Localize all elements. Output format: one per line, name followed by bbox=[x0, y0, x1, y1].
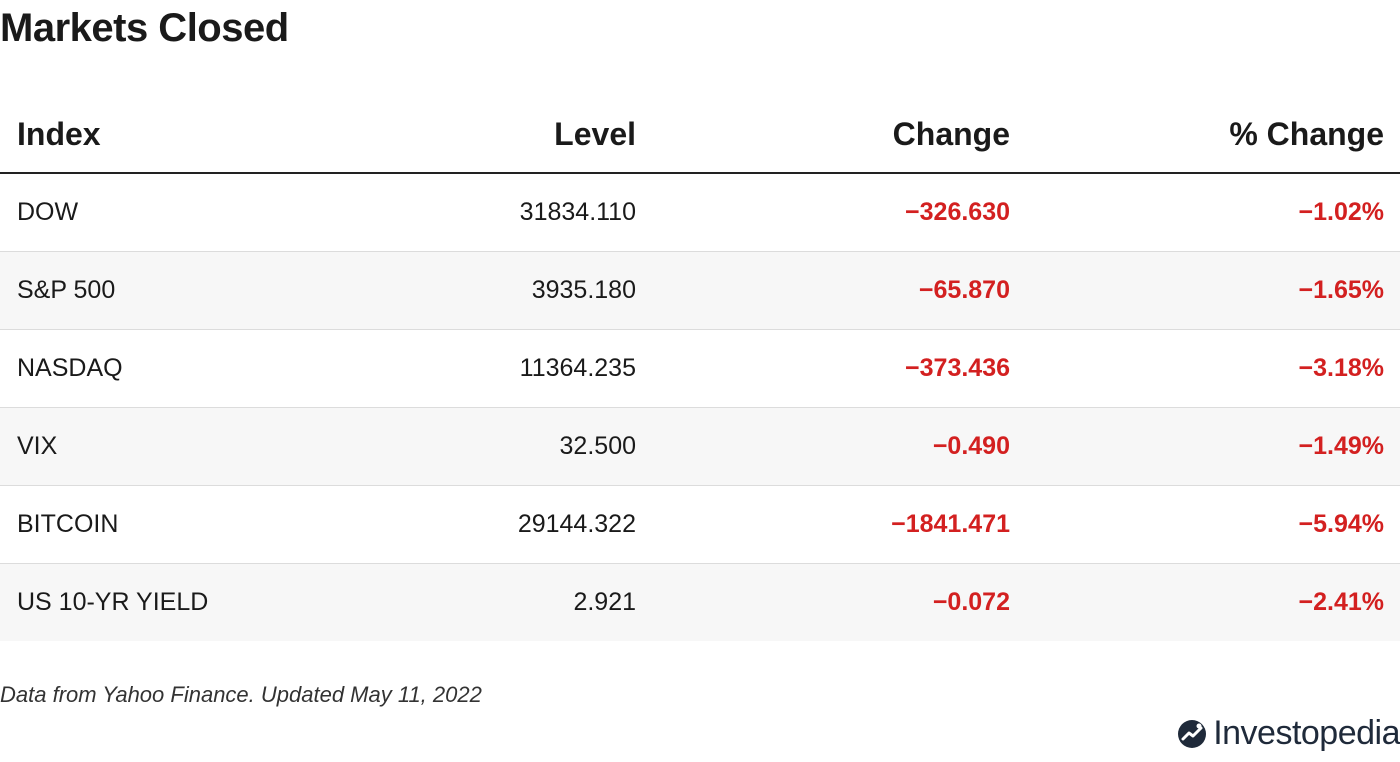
index-pct-change: −3.18% bbox=[1010, 329, 1400, 408]
table-row: DOW 31834.110 −326.630 −1.02% bbox=[0, 173, 1400, 252]
index-pct-change: −2.41% bbox=[1010, 563, 1400, 641]
index-pct-change: −1.49% bbox=[1010, 407, 1400, 486]
index-change: −373.436 bbox=[636, 329, 1010, 408]
table-row: BITCOIN 29144.322 −1841.471 −5.94% bbox=[0, 485, 1400, 564]
investopedia-logo-icon bbox=[1178, 719, 1207, 748]
investopedia-logo: Investopedia bbox=[1177, 714, 1400, 753]
index-level: 2.921 bbox=[380, 563, 636, 641]
index-change: −326.630 bbox=[636, 173, 1010, 252]
index-name: NASDAQ bbox=[0, 329, 380, 408]
table-row: US 10-YR YIELD 2.921 −0.072 −2.41% bbox=[0, 563, 1400, 641]
index-change: −0.490 bbox=[636, 407, 1010, 486]
column-header-level: Level bbox=[380, 96, 636, 174]
table-body: DOW 31834.110 −326.630 −1.02% S&P 500 39… bbox=[0, 173, 1400, 641]
index-name: S&P 500 bbox=[0, 251, 380, 330]
index-name: VIX bbox=[0, 407, 380, 486]
logo-text: Investopedia bbox=[1213, 714, 1400, 752]
table-row: VIX 32.500 −0.490 −1.49% bbox=[0, 407, 1400, 486]
table-row: NASDAQ 11364.235 −373.436 −3.18% bbox=[0, 329, 1400, 408]
index-level: 31834.110 bbox=[380, 173, 636, 252]
index-name: DOW bbox=[0, 173, 380, 252]
index-level: 3935.180 bbox=[380, 251, 636, 330]
page-title: Markets Closed bbox=[0, 6, 289, 50]
index-name: US 10-YR YIELD bbox=[0, 563, 380, 641]
column-header-change: Change bbox=[636, 96, 1010, 174]
index-level: 11364.235 bbox=[380, 329, 636, 408]
table-row: S&P 500 3935.180 −65.870 −1.65% bbox=[0, 251, 1400, 330]
table-header: Index Level Change % Change bbox=[0, 96, 1400, 174]
index-pct-change: −1.02% bbox=[1010, 173, 1400, 252]
column-header-index: Index bbox=[0, 96, 380, 174]
index-pct-change: −5.94% bbox=[1010, 485, 1400, 564]
index-level: 29144.322 bbox=[380, 485, 636, 564]
index-change: −65.870 bbox=[636, 251, 1010, 330]
column-header-pct-change: % Change bbox=[1010, 96, 1400, 174]
index-change: −1841.471 bbox=[636, 485, 1010, 564]
index-level: 32.500 bbox=[380, 407, 636, 486]
index-change: −0.072 bbox=[636, 563, 1010, 641]
source-note: Data from Yahoo Finance. Updated May 11,… bbox=[0, 682, 482, 707]
index-pct-change: −1.65% bbox=[1010, 251, 1400, 330]
index-name: BITCOIN bbox=[0, 485, 380, 564]
header-row: Index Level Change % Change bbox=[0, 96, 1400, 174]
markets-table: Index Level Change % Change DOW 31834.11… bbox=[0, 96, 1400, 641]
